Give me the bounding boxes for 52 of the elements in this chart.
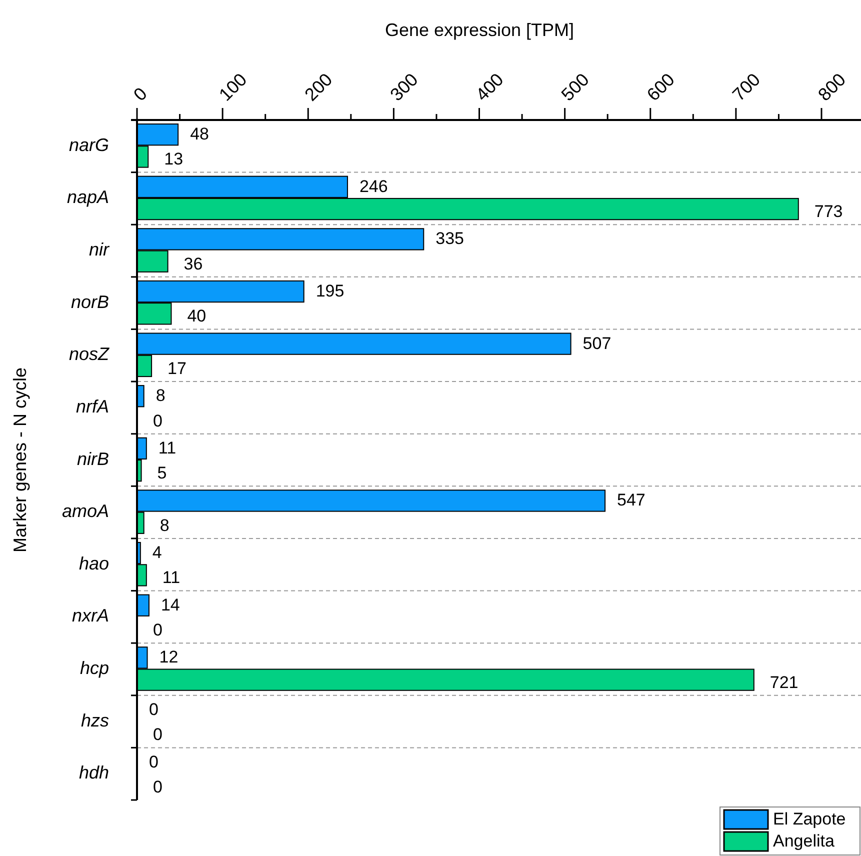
data-label: 335: [436, 229, 464, 248]
y-tick-label: nirB: [76, 448, 109, 469]
data-label: 40: [187, 306, 206, 326]
data-label: 8: [160, 516, 170, 535]
data-label: 195: [316, 281, 344, 300]
legend-label: Angelita: [773, 831, 835, 850]
y-tick-label: narG: [68, 134, 109, 155]
y-tick-label: nir: [88, 240, 110, 260]
y-tick-label: hao: [78, 553, 109, 574]
legend-label: El Zapote: [773, 809, 846, 828]
data-label: 12: [159, 648, 178, 667]
x-tick-label: 500: [557, 69, 593, 105]
data-label: 246: [359, 176, 388, 196]
x-tick-label: 300: [386, 69, 422, 105]
data-label: 48: [190, 124, 209, 144]
x-tick-label: 700: [728, 69, 764, 105]
data-label: 507: [582, 334, 612, 353]
data-label: 0: [149, 752, 158, 772]
data-label: 547: [617, 490, 646, 510]
x-tick-label: 100: [215, 69, 251, 105]
y-tick-label: nrfA: [76, 396, 109, 416]
y-tick-label: napA: [66, 187, 109, 208]
data-label: 8: [156, 386, 166, 406]
data-label: 13: [164, 150, 184, 169]
data-label: 4: [152, 543, 162, 562]
data-label: 773: [814, 202, 843, 222]
y-tick-label: hcp: [80, 658, 109, 678]
data-label: 0: [153, 411, 162, 430]
x-tick-label: 800: [814, 69, 850, 105]
y-tick-label: hdh: [78, 762, 109, 783]
data-label: 11: [162, 568, 180, 588]
x-tick-label: 0: [130, 84, 151, 105]
y-axis-title: Marker genes - N cycle: [10, 367, 30, 553]
y-tick-label: hzs: [80, 710, 109, 730]
x-axis-title: Gene expression [TPM]: [384, 20, 574, 40]
data-label: 36: [184, 254, 203, 274]
y-tick-label: amoA: [62, 501, 109, 522]
data-label: 0: [149, 700, 158, 719]
y-tick-label: nosZ: [68, 344, 110, 364]
data-label: 17: [168, 358, 186, 378]
x-tick-label: 600: [643, 69, 678, 105]
data-label: 0: [153, 777, 162, 796]
data-label: 11: [158, 438, 176, 458]
data-label: 0: [153, 725, 162, 744]
x-tick-label: 400: [472, 69, 508, 105]
data-label: 721: [770, 672, 798, 692]
data-label: 5: [157, 464, 167, 483]
data-label: 14: [160, 595, 180, 614]
y-tick-label: nxrA: [72, 606, 109, 626]
data-label: 0: [153, 620, 162, 640]
x-tick-label: 200: [300, 69, 336, 105]
y-tick-label: norB: [70, 292, 109, 312]
